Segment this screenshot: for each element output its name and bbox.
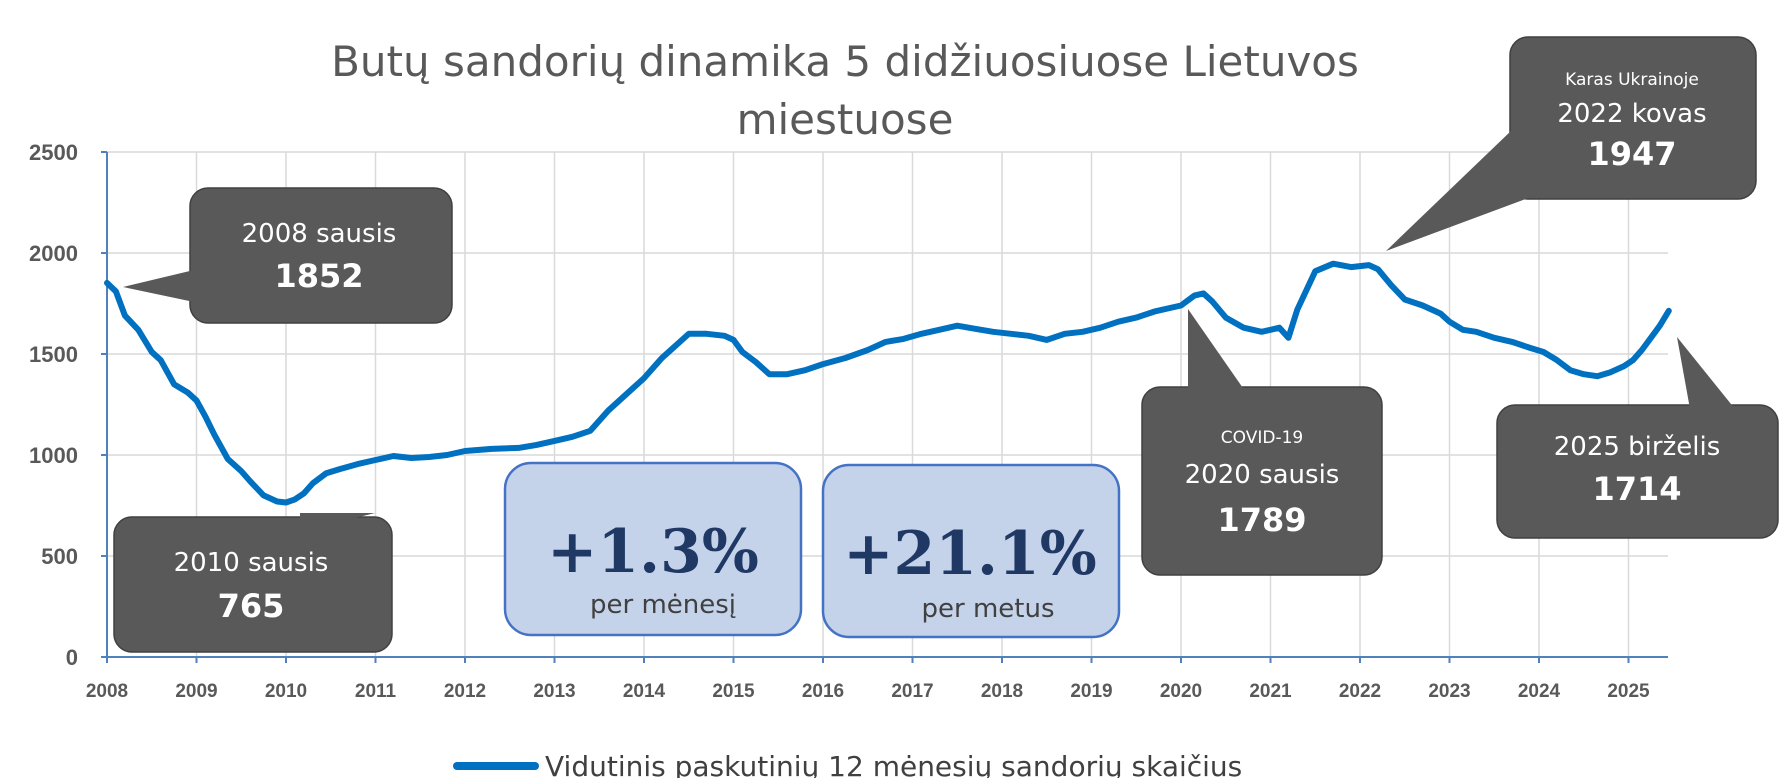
x-tick-2024: 2024 xyxy=(1518,681,1561,702)
stat-yearly-value: +21.1% xyxy=(843,519,1096,589)
callout-2025-label: 2025 birželis xyxy=(1554,432,1721,462)
series-line-0 xyxy=(104,260,1672,506)
callout-2010-label: 2010 sausis xyxy=(174,548,329,578)
callout-war-value: 1947 xyxy=(1587,135,1676,173)
x-tick-2017: 2017 xyxy=(891,681,933,702)
callout-2010: 2010 sausis 765 xyxy=(113,513,393,653)
legend-label: Vidutinis paskutinių 12 mėnesių sandorių… xyxy=(545,750,1242,778)
callout-war: Karas Ukrainoje 2022 kovas 1947 xyxy=(1386,36,1757,251)
callout-2025: 2025 birželis 1714 xyxy=(1496,337,1779,539)
callout-covid-label: 2020 sausis xyxy=(1185,460,1340,490)
x-tick-2023: 2023 xyxy=(1428,681,1470,702)
x-tick-2014: 2014 xyxy=(623,681,666,702)
callout-2008-label: 2008 sausis xyxy=(242,219,397,249)
callout-2008-value: 1852 xyxy=(274,257,363,295)
x-tick-2011: 2011 xyxy=(355,681,397,702)
y-tick-1500: 1500 xyxy=(29,342,78,367)
y-tick-0: 0 xyxy=(66,645,78,670)
y-axis-ticks: 0 500 1000 1500 2000 2500 xyxy=(29,140,107,670)
callout-covid-note: COVID-19 xyxy=(1221,428,1303,448)
x-tick-2015: 2015 xyxy=(712,681,755,702)
x-tick-2016: 2016 xyxy=(802,681,844,702)
callout-war-label: 2022 kovas xyxy=(1557,99,1706,129)
x-tick-2018: 2018 xyxy=(981,681,1023,702)
x-tick-2013: 2013 xyxy=(533,681,575,702)
x-tick-2008: 2008 xyxy=(86,681,128,702)
chart-title-line1: Butų sandorių dinamika 5 didžiuosiuose L… xyxy=(331,37,1359,86)
x-tick-2012: 2012 xyxy=(444,681,486,702)
y-tick-1000: 1000 xyxy=(29,443,78,468)
stat-box-yearly: +21.1% per metus xyxy=(821,463,1121,639)
x-tick-2022: 2022 xyxy=(1339,681,1381,702)
chart-title-line2: miestuose xyxy=(737,95,954,144)
x-tick-2009: 2009 xyxy=(175,681,217,702)
series-layer xyxy=(104,260,1672,506)
y-tick-2500: 2500 xyxy=(29,140,78,165)
callout-2025-value: 1714 xyxy=(1592,470,1681,508)
stat-monthly-value: +1.3% xyxy=(547,517,759,587)
x-tick-2020: 2020 xyxy=(1160,681,1202,702)
legend: Vidutinis paskutinių 12 mėnesių sandorių… xyxy=(453,750,1242,778)
callout-covid-value: 1789 xyxy=(1217,501,1306,539)
x-tick-2019: 2019 xyxy=(1070,681,1112,702)
x-axis-ticks: 2008 2009 2010 2011 2012 2013 2014 2015 2016 2017… xyxy=(86,657,1650,702)
stat-yearly-label: per metus xyxy=(922,594,1055,624)
callout-covid: COVID-19 2020 sausis 1789 xyxy=(1141,309,1383,576)
y-tick-500: 500 xyxy=(41,544,78,569)
x-tick-2010: 2010 xyxy=(265,681,307,702)
stat-box-monthly: +1.3% per mėnesį xyxy=(503,461,803,637)
x-tick-2025: 2025 xyxy=(1607,681,1650,702)
callout-2008: 2008 sausis 1852 xyxy=(123,187,453,324)
callout-2010-value: 765 xyxy=(218,587,285,625)
stat-monthly-label: per mėnesį xyxy=(590,590,736,620)
y-tick-2000: 2000 xyxy=(29,241,78,266)
x-tick-2021: 2021 xyxy=(1249,681,1292,702)
callout-war-note: Karas Ukrainoje xyxy=(1565,70,1699,90)
